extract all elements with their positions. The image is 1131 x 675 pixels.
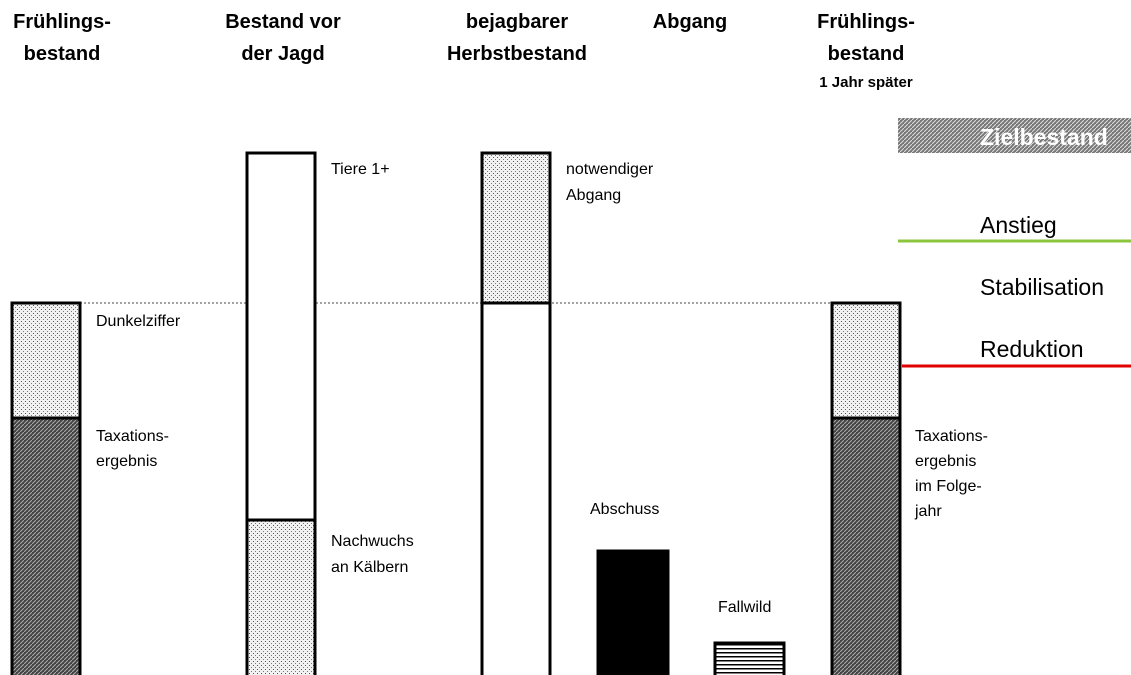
target-box — [898, 118, 1131, 153]
header-note: 1 Jahr später — [819, 74, 913, 91]
bar-segment — [596, 549, 670, 675]
header: bestand — [24, 43, 101, 65]
label: an Kälbern — [331, 559, 408, 576]
legend: Zielbestand Anstieg Stabilisation Redukt… — [898, 118, 1131, 368]
label: jahr — [914, 503, 942, 520]
header: Frühlings- — [817, 11, 915, 33]
bar-segment — [245, 518, 317, 675]
headers: Frühlings- bestand Bestand vor der Jagd … — [13, 11, 915, 91]
label: Tiere 1+ — [331, 161, 390, 178]
label: notwendiger — [566, 161, 654, 178]
label: im Folge- — [915, 478, 982, 495]
header: bestand — [828, 43, 905, 65]
label: ergebnis — [96, 453, 157, 470]
label: Fallwild — [718, 599, 771, 616]
bar-segment — [830, 416, 902, 675]
bar-segment — [480, 151, 552, 305]
bars — [10, 151, 902, 675]
rise-label: Anstieg — [980, 212, 1057, 238]
target-label: Zielbestand — [980, 124, 1108, 150]
stable-label: Stabilisation — [980, 274, 1104, 300]
header: der Jagd — [241, 43, 324, 65]
label: ergebnis — [915, 453, 976, 470]
bar-segment — [480, 301, 552, 675]
header: Frühlings- — [13, 11, 111, 33]
header: Abgang — [653, 11, 727, 33]
reduce-label: Reduktion — [980, 336, 1084, 362]
bar-segment — [10, 301, 82, 420]
bar-segment — [10, 416, 82, 675]
header: Bestand vor — [225, 11, 341, 33]
bar-segment — [245, 151, 317, 522]
label: Abschuss — [590, 501, 659, 518]
label: Nachwuchs — [331, 533, 414, 550]
bar-segment — [713, 641, 786, 675]
labels: Dunkelziffer Taxations- ergebnis Tiere 1… — [96, 161, 988, 616]
label: Dunkelziffer — [96, 313, 181, 330]
label: Taxations- — [96, 428, 169, 445]
label: Abgang — [566, 187, 621, 204]
header: bejagbarer — [466, 11, 568, 33]
bar-segment — [830, 301, 902, 420]
header: Herbstbestand — [447, 43, 587, 65]
label: Taxations- — [915, 428, 988, 445]
